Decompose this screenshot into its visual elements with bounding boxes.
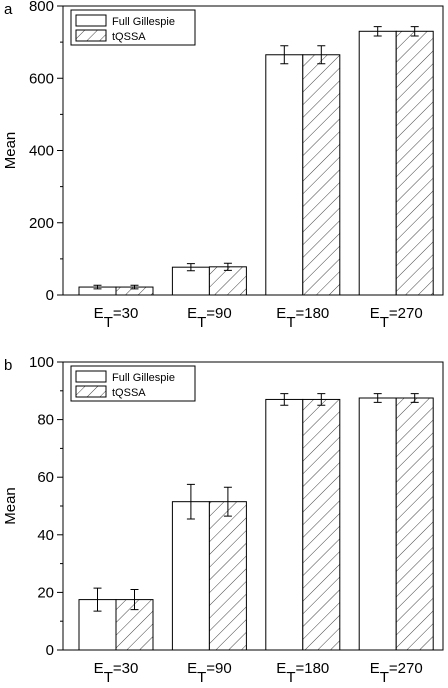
- x-tick-label: ET=30: [94, 305, 139, 331]
- y-tick-label: 0: [46, 287, 54, 304]
- x-tick-label-main: E: [187, 305, 197, 322]
- bar: [265, 54, 304, 296]
- panel-label: a: [4, 1, 13, 18]
- y-tick-label: 400: [29, 143, 54, 160]
- error-bar: [223, 486, 232, 517]
- legend-swatch: [75, 29, 107, 42]
- y-tick-label: 60: [37, 469, 54, 486]
- legend-label: Full Gillespie: [112, 16, 175, 28]
- y-tick-label: 200: [29, 215, 54, 232]
- error-bar: [373, 393, 382, 403]
- bar: [395, 397, 434, 651]
- legend-swatch: [75, 14, 107, 27]
- error-bar: [410, 393, 419, 403]
- x-tick-label: ET=90: [187, 305, 232, 331]
- x-tick-label: ET=90: [187, 660, 232, 686]
- y-tick-label: 800: [29, 0, 54, 15]
- x-tick-label-main: E: [370, 305, 380, 322]
- bar: [208, 266, 247, 296]
- error-bar: [317, 45, 326, 65]
- bar: [395, 30, 434, 296]
- error-bar: [186, 483, 195, 520]
- x-tick-label-rest: =180: [295, 305, 329, 322]
- y-tick-label: 20: [37, 584, 54, 601]
- x-tick-label-sub: T: [380, 314, 389, 331]
- legend-label: tQSSA: [112, 387, 146, 399]
- x-tick-label-rest: =270: [389, 660, 423, 677]
- error-bar: [130, 589, 139, 611]
- bar: [171, 266, 210, 296]
- plot-frame: [62, 361, 444, 651]
- x-tick-label-main: E: [187, 660, 197, 677]
- bar: [302, 54, 341, 296]
- x-tick-label: ET=30: [94, 660, 139, 686]
- error-bar: [317, 393, 326, 406]
- x-tick-label: ET=180: [276, 660, 329, 686]
- x-tick-label-sub: T: [286, 669, 295, 686]
- error-bar: [373, 26, 382, 37]
- y-axis-label: Mean: [2, 132, 19, 170]
- plot-frame: [62, 5, 444, 296]
- error-bar: [93, 587, 102, 612]
- x-tick-label-sub: T: [197, 669, 206, 686]
- x-tick-label-rest: =30: [113, 660, 138, 677]
- error-bar: [280, 393, 289, 406]
- x-tick-label-main: E: [94, 660, 104, 677]
- bar: [171, 501, 210, 651]
- error-bar: [186, 263, 195, 272]
- x-tick-label-sub: T: [104, 669, 113, 686]
- legend-label: tQSSA: [112, 31, 146, 43]
- panel-label: b: [4, 357, 12, 374]
- legend-swatch: [75, 385, 107, 398]
- x-tick-label-main: E: [276, 305, 286, 322]
- legend-swatch: [75, 370, 107, 383]
- error-bar: [223, 262, 232, 271]
- x-tick-label-sub: T: [197, 314, 206, 331]
- bar: [208, 501, 247, 651]
- x-tick-label: ET=270: [370, 660, 423, 686]
- x-tick-label-rest: =180: [295, 660, 329, 677]
- y-tick-label: 100: [29, 354, 54, 371]
- x-tick-label-rest: =30: [113, 305, 138, 322]
- error-bar: [410, 26, 419, 37]
- x-tick-label-main: E: [94, 305, 104, 322]
- bar: [265, 398, 304, 651]
- x-tick-label: ET=270: [370, 305, 423, 331]
- error-bar: [93, 284, 102, 290]
- error-bar: [280, 45, 289, 65]
- y-tick-label: 80: [37, 412, 54, 429]
- error-bar: [130, 284, 139, 290]
- x-tick-label-sub: T: [286, 314, 295, 331]
- x-tick-label-main: E: [370, 660, 380, 677]
- x-tick-label: ET=180: [276, 305, 329, 331]
- x-tick-label-rest: =90: [206, 660, 231, 677]
- legend-label: Full Gillespie: [112, 372, 175, 384]
- x-tick-label-rest: =270: [389, 305, 423, 322]
- x-tick-label-rest: =90: [206, 305, 231, 322]
- bar: [358, 397, 397, 651]
- x-tick-label-sub: T: [380, 669, 389, 686]
- y-tick-label: 0: [46, 642, 54, 659]
- x-tick-label-sub: T: [104, 314, 113, 331]
- x-tick-label-main: E: [276, 660, 286, 677]
- y-tick-label: 600: [29, 70, 54, 87]
- y-axis-label: Mean: [2, 487, 19, 525]
- bar: [358, 30, 397, 296]
- y-tick-label: 40: [37, 527, 54, 544]
- bar: [302, 398, 341, 651]
